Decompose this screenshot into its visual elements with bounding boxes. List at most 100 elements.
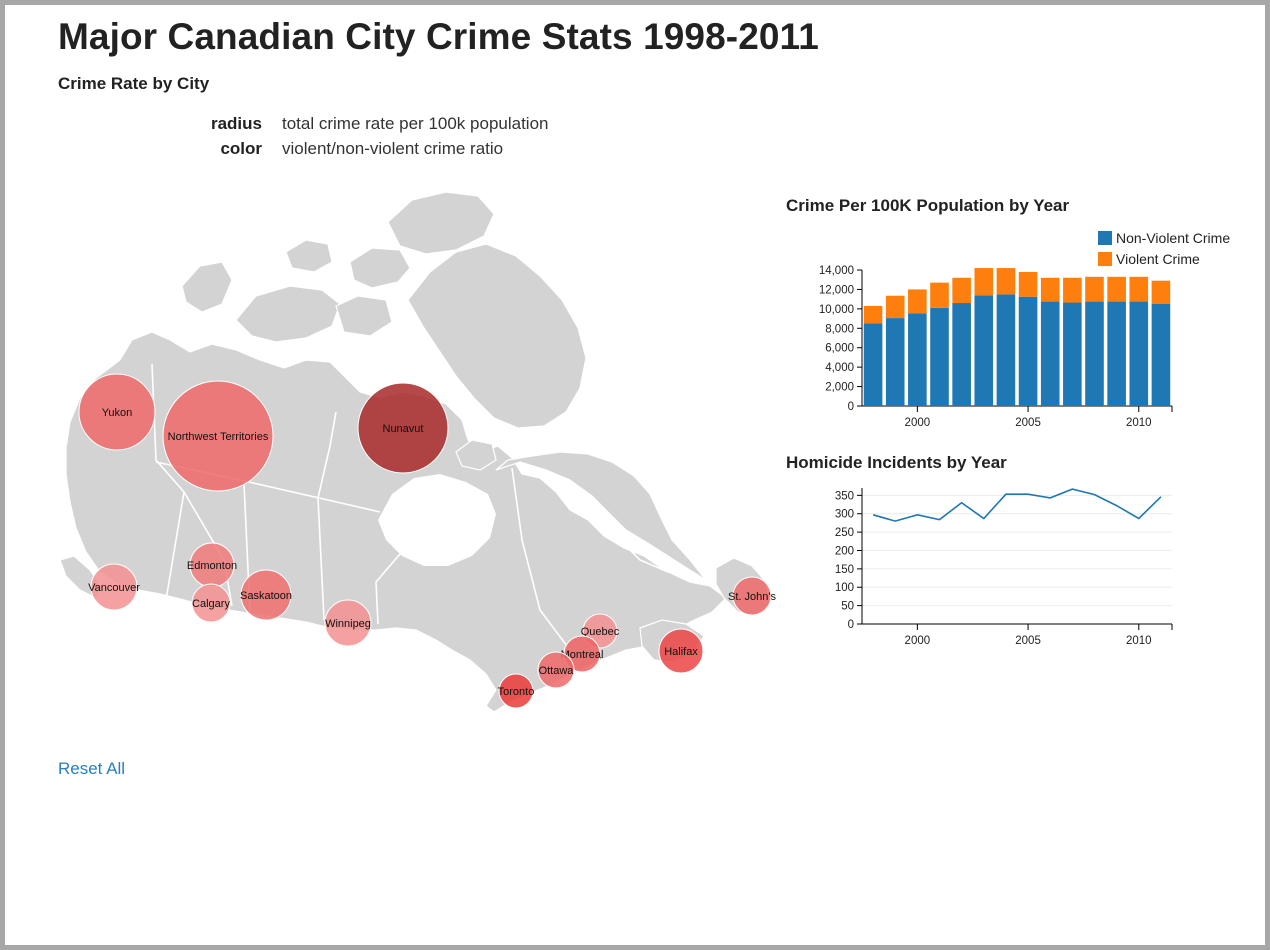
city-bubble-halifax[interactable]: Halifax (658, 628, 704, 674)
bar-violent[interactable] (974, 268, 994, 296)
x-tick-label: 2005 (1015, 635, 1041, 647)
x-tick-label: 2010 (1126, 635, 1152, 647)
city-bubble-toronto[interactable]: Toronto (498, 673, 535, 709)
encoding-key: color (220, 139, 262, 158)
x-tick-label: 2000 (905, 635, 931, 647)
city-circle[interactable] (357, 382, 449, 474)
bar-violent[interactable] (952, 277, 971, 304)
encoding-value: violent/non-violent crime ratio (282, 139, 504, 158)
line-gridlines (862, 494, 1172, 607)
city-bubble-saskatoon[interactable]: Saskatoon (240, 569, 292, 621)
city-label: Edmonton (187, 560, 237, 572)
legend-swatch-non-violent (1098, 231, 1112, 245)
bar-violent[interactable] (908, 289, 927, 314)
arctic-island-b (335, 295, 393, 337)
city-bubble-nunavut[interactable]: Nunavut (357, 382, 449, 474)
city-label: Ottawa (539, 665, 575, 677)
y-tick-label: 200 (835, 545, 854, 557)
line-x-axis: 2000 2005 2010 (862, 623, 1173, 647)
line-chart-title: Homicide Incidents by Year (786, 453, 1007, 472)
city-bubble-ottawa[interactable]: Ottawa (537, 651, 575, 689)
bar-series[interactable] (863, 268, 1171, 406)
ontario-quebec-border (511, 467, 571, 651)
homicide-line-chart[interactable]: 0 50 100 150 200 250 300 350 2000 2005 2010 (835, 488, 1173, 647)
city-bubble-northwest-territories[interactable]: Northwest Territories (162, 380, 274, 492)
city-circle[interactable] (537, 651, 575, 689)
y-tick-label: 4,000 (825, 362, 854, 374)
manitoba-ontario-border (375, 539, 413, 625)
bar-non-violent[interactable] (1063, 302, 1082, 406)
city-circle[interactable] (162, 380, 274, 492)
bar-y-axis: 0 2,000 4,000 6,000 8,000 10,000 12,000 14,000 (819, 265, 863, 413)
y-tick-label: 0 (848, 619, 854, 631)
legend-swatch-violent (1098, 252, 1112, 266)
city-circle[interactable] (191, 583, 231, 623)
bar-non-violent[interactable] (952, 303, 971, 406)
crime-bar-chart[interactable]: 02,0004,0006,0008,00010,00012,00014,000 … (819, 230, 1231, 429)
bar-violent[interactable] (930, 282, 949, 308)
city-circle[interactable] (732, 576, 772, 616)
city-label: Montreal (561, 649, 604, 661)
city-bubble-calgary[interactable]: Calgary (191, 583, 231, 623)
city-label: Saskatoon (240, 590, 292, 602)
bar-non-violent[interactable] (908, 313, 927, 406)
bar-violent[interactable] (1018, 271, 1038, 297)
bar-legend: Non-Violent Crime Violent Crime (1098, 230, 1230, 267)
bar-violent[interactable] (996, 268, 1016, 295)
city-label: St. John's (728, 591, 776, 603)
city-label: Nunavut (383, 423, 424, 435)
city-bubble-edmonton[interactable]: Edmonton (187, 542, 237, 588)
city-bubble-vancouver[interactable]: Vancouver (88, 563, 140, 611)
city-bubble-st-johns[interactable]: St. John's (728, 576, 776, 616)
map-subtitle: Crime Rate by City (58, 74, 210, 93)
city-bubble-winnipeg[interactable]: Winnipeg (324, 599, 372, 647)
y-tick-label: 300 (835, 509, 854, 521)
bar-violent[interactable] (1107, 276, 1126, 302)
y-tick-label: 2,000 (825, 382, 854, 394)
bar-non-violent[interactable] (930, 307, 949, 406)
bar-non-violent[interactable] (885, 318, 905, 406)
quebec-labrador-border (599, 519, 669, 573)
sask-manitoba-border (317, 497, 325, 621)
bar-violent[interactable] (1040, 277, 1060, 302)
bar-non-violent[interactable] (1018, 296, 1038, 406)
city-label: Yukon (102, 407, 133, 419)
page-title: Major Canadian City Crime Stats 1998-201… (58, 16, 819, 57)
nwt-nunavut-border (317, 411, 337, 499)
city-circle[interactable] (324, 599, 372, 647)
city-circle[interactable] (78, 373, 156, 451)
x-tick-label: 2005 (1015, 417, 1041, 429)
city-label: Vancouver (88, 582, 140, 594)
bar-violent[interactable] (1129, 276, 1149, 302)
bar-violent[interactable] (863, 305, 883, 324)
city-circle[interactable] (240, 569, 292, 621)
y-tick-label: 8,000 (825, 323, 854, 335)
y-tick-label: 100 (835, 582, 854, 594)
bar-non-violent[interactable] (1040, 301, 1060, 406)
bar-violent[interactable] (1151, 280, 1171, 304)
bar-non-violent[interactable] (974, 295, 994, 406)
bar-violent[interactable] (885, 295, 905, 319)
bar-non-violent[interactable] (1085, 301, 1104, 406)
bar-non-violent[interactable] (1107, 301, 1126, 406)
reset-all-link[interactable]: Reset All (58, 759, 126, 778)
homicide-line[interactable] (872, 488, 1162, 522)
city-bubbles[interactable]: Yukon Northwest Territories Nunavut Vanc… (78, 373, 776, 709)
y-tick-label: 250 (835, 527, 854, 539)
legend-label-violent: Violent Crime (1116, 251, 1200, 267)
bar-violent[interactable] (1085, 276, 1104, 302)
y-tick-label: 0 (848, 401, 854, 413)
city-bubble-yukon[interactable]: Yukon (78, 373, 156, 451)
city-circle[interactable] (498, 673, 534, 709)
bar-non-violent[interactable] (996, 294, 1016, 406)
bar-violent[interactable] (1063, 277, 1082, 303)
city-circle[interactable] (658, 628, 704, 674)
bar-non-violent[interactable] (863, 323, 883, 406)
y-tick-label: 350 (835, 490, 854, 502)
x-tick-label: 2000 (905, 417, 931, 429)
bar-non-violent[interactable] (1151, 304, 1171, 406)
city-label: Calgary (192, 598, 230, 610)
bar-non-violent[interactable] (1129, 301, 1149, 406)
city-circle[interactable] (90, 563, 138, 611)
